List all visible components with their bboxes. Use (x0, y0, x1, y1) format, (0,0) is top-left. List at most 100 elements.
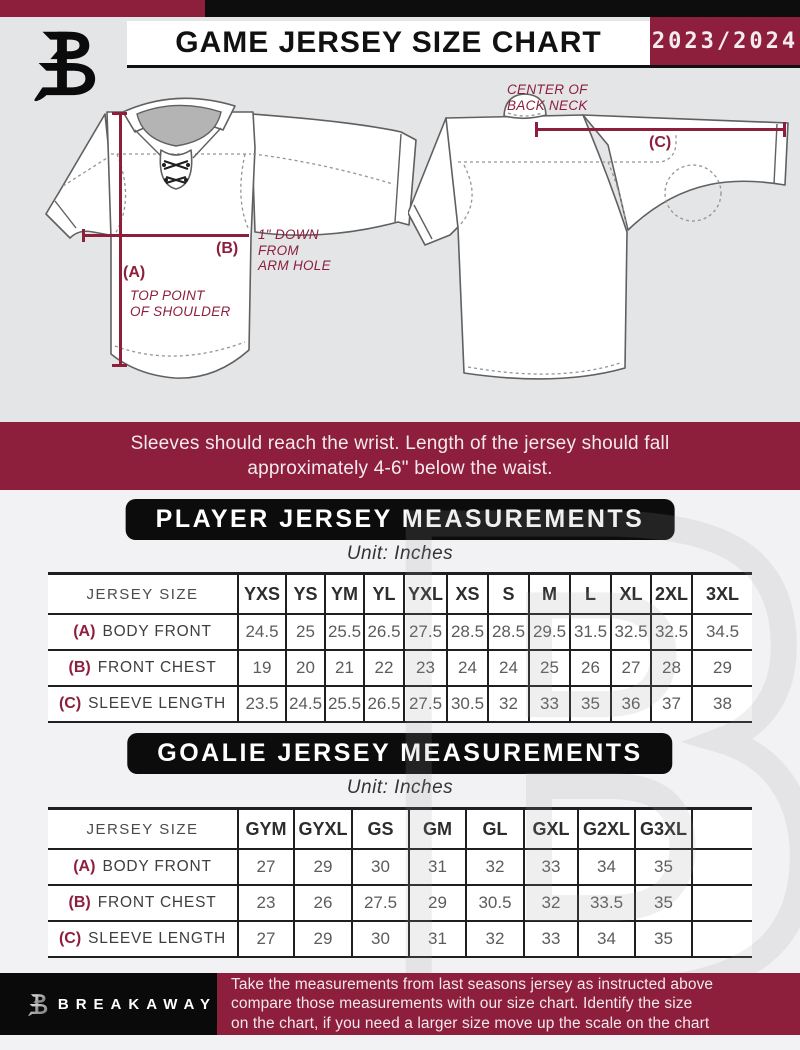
table-corner-label: JERSEY SIZE (48, 808, 238, 850)
measurement-value: 27 (237, 921, 294, 958)
player-section-title: PLAYER JERSEY MEASUREMENTS (155, 505, 645, 533)
footer: BREAKAWAY Take the measurements from las… (0, 973, 800, 1035)
measurement-value: 34 (577, 849, 635, 886)
measurement-value: 27 (237, 849, 294, 886)
measurement-value: 30.5 (446, 686, 488, 723)
fit-note-line-2: approximately 4-6" below the waist. (247, 458, 553, 479)
measurement-value: 26.5 (363, 686, 404, 723)
measurement-value: 27.5 (403, 614, 447, 651)
measurement-value: 31 (408, 849, 466, 886)
column-header: YXL (403, 573, 447, 615)
column-header: XS (446, 573, 488, 615)
measurement-value: 24 (446, 650, 488, 687)
measurement-value: 30 (351, 921, 409, 958)
measurement-value: 32.5 (650, 614, 692, 651)
footer-line-1: Take the measurements from last seasons … (231, 975, 714, 993)
row-label-text: BODY FRONT (102, 623, 212, 640)
label-b-key: (B) (216, 240, 239, 257)
measurement-value: 37 (650, 686, 692, 723)
column-header: M (528, 573, 570, 615)
measurement-line-c (536, 128, 786, 131)
column-header: G2XL (577, 808, 635, 850)
column-header: YS (285, 573, 325, 615)
measurement-value: 31 (408, 921, 466, 958)
measurement-value: 34.5 (691, 614, 752, 651)
measurement-value: 32 (465, 849, 524, 886)
row-label-text: FRONT CHEST (97, 659, 217, 676)
measurement-value: 27.5 (351, 885, 409, 922)
measurement-value: 33.5 (577, 885, 635, 922)
measurement-value: 34 (577, 921, 635, 958)
measurement-value: 25 (285, 614, 325, 651)
header-underline (127, 65, 800, 68)
row-label-text: SLEEVE LENGTH (88, 930, 227, 947)
measurement-value: 32.5 (610, 614, 651, 651)
measurement-value: 25.5 (324, 686, 364, 723)
top-strip-maroon (0, 0, 205, 17)
measurement-value: 27.5 (403, 686, 447, 723)
column-header: S (487, 573, 529, 615)
measurement-value: 29 (293, 849, 352, 886)
footer-b-logo-icon (28, 994, 48, 1016)
measurement-value: 32 (523, 885, 578, 922)
measurement-value: 35 (569, 686, 611, 723)
row-key: (B) (68, 894, 91, 911)
measurement-value: 36 (610, 686, 651, 723)
season-box: 2023/2024 (650, 17, 800, 65)
column-header: L (569, 573, 611, 615)
measurement-value: 29 (691, 650, 752, 687)
measurement-value: 23 (237, 885, 294, 922)
fit-note-line-1: Sleeves should reach the wrist. Length o… (130, 432, 670, 454)
measurement-value: 20 (285, 650, 325, 687)
footer-line-3: on the chart, if you need a larger size … (231, 1014, 710, 1032)
table-row: (C) SLEEVE LENGTH 27 29 30 31 32 33 34 35 (48, 921, 752, 958)
row-key: (A) (73, 623, 96, 640)
goalie-section-title-box: GOALIE JERSEY MEASUREMENTS (127, 733, 673, 774)
back-jersey-illustration (408, 93, 789, 380)
measurement-value: 23.5 (237, 686, 286, 723)
measurement-value (691, 921, 752, 958)
top-strip-black (205, 0, 800, 17)
player-section-title-box: PLAYER JERSEY MEASUREMENTS (125, 499, 675, 540)
column-header: YXS (237, 573, 286, 615)
table-row: (B) FRONT CHEST 19 20 21 22 23 24 24 25 26 27 28 29 (48, 650, 752, 687)
goalie-size-table: JERSEY SIZE GYM GYXL GS GM GL GXL G2XL G3XL (A) BO… (48, 807, 752, 958)
column-header: GL (465, 808, 524, 850)
measurement-value: 32 (465, 921, 524, 958)
column-header: GM (408, 808, 466, 850)
column-header: GYM (237, 808, 294, 850)
column-header: YL (363, 573, 404, 615)
column-header: YM (324, 573, 364, 615)
measurement-value (691, 885, 752, 922)
column-header: 2XL (650, 573, 692, 615)
measurement-line-a-top-cap (112, 112, 127, 115)
column-header: XL (610, 573, 651, 615)
measurement-value: 31.5 (569, 614, 611, 651)
measurement-value: 35 (634, 921, 692, 958)
measurement-value: 25.5 (324, 614, 364, 651)
measurement-value: 33 (523, 921, 578, 958)
measurement-value: 19 (237, 650, 286, 687)
breakaway-b-logo-icon (34, 31, 96, 102)
season-label: 2023/2024 (651, 28, 799, 54)
measurement-value: 30.5 (465, 885, 524, 922)
measurement-value: 38 (691, 686, 752, 723)
row-key: (C) (58, 695, 82, 712)
row-label: (A) BODY FRONT (48, 614, 238, 651)
measurement-value: 35 (634, 885, 692, 922)
footer-line-2: compare those measurements with our size… (231, 995, 693, 1013)
measurement-value: 33 (528, 686, 570, 723)
measurement-value: 24.5 (285, 686, 325, 723)
player-size-table: JERSEY SIZE YXS YS YM YL YXL XS S M L XL 2XL 3XL (A) B… (48, 572, 752, 723)
row-label-text: FRONT CHEST (97, 894, 217, 911)
measurement-value: 26 (569, 650, 611, 687)
fit-note-banner: Sleeves should reach the wrist. Length o… (0, 422, 800, 490)
table-corner-label: JERSEY SIZE (48, 573, 238, 615)
measurement-value: 29 (408, 885, 466, 922)
table-header-row: JERSEY SIZE YXS YS YM YL YXL XS S M L XL 2XL 3XL (48, 573, 752, 615)
footer-brand-name: BREAKAWAY (57, 995, 217, 1013)
measurement-line-c-right-cap (783, 122, 786, 137)
measurement-value: 25 (528, 650, 570, 687)
table-row: (A) BODY FRONT 27 29 30 31 32 33 34 35 (48, 849, 752, 886)
